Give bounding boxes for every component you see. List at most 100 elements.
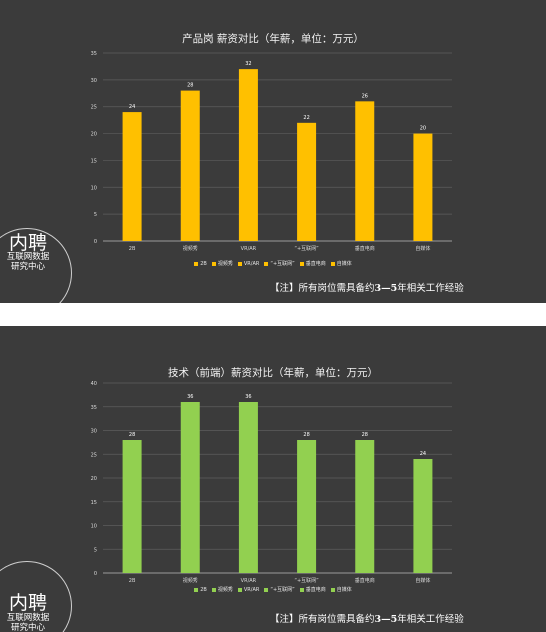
x-tick-label: 垂直电商 — [355, 577, 375, 584]
chart-panel-frontend: 技术（前端）薪资对比（年薪，单位：万元） 0 5 10 15 20 25 30 35 40 28 2… — [0, 326, 546, 632]
logo-subtitle: 互联网数据 — [6, 613, 50, 623]
x-tick-label: 视频秀 — [183, 245, 198, 252]
legend-item: VR/AR — [237, 260, 260, 267]
chart-title: 技术（前端）薪资对比（年薪，单位：万元） — [168, 367, 378, 379]
x-tick-label: “+互联网” — [294, 245, 319, 252]
x-tick-label: 2B — [129, 578, 136, 584]
y-tick-label: 35 — [91, 51, 97, 57]
bar — [413, 459, 433, 573]
x-tick-label: VR/AR — [241, 578, 257, 584]
data-label: 28 — [187, 83, 193, 89]
legend-label: 垂直电商 — [305, 587, 326, 593]
y-tick-label: 20 — [91, 476, 97, 482]
x-tick-label: “+互联网” — [294, 577, 319, 584]
logo-subtitle: 研究中心 — [10, 623, 45, 632]
footnote: 【注】所有岗位需具备约3—5年相关工作经验 — [270, 283, 464, 294]
bar — [297, 440, 317, 573]
bar — [238, 69, 258, 241]
x-tick-label: 垂直电商 — [355, 245, 375, 252]
legend-swatch — [194, 261, 199, 266]
y-tick-label: 5 — [94, 547, 97, 553]
bar — [297, 122, 317, 241]
legend-swatch — [211, 587, 216, 592]
legend-label: 自媒体 — [336, 587, 352, 593]
legend-label: 2B — [200, 586, 207, 593]
legend-label: “+互联网” — [270, 587, 295, 593]
legend-item: “+互联网” — [264, 586, 295, 593]
logo-subtitle: 互联网数据 — [6, 252, 50, 262]
legend-item: 视频秀 — [211, 586, 233, 593]
legend-label: 视频秀 — [217, 587, 233, 593]
data-label: 36 — [245, 394, 251, 400]
y-tick-label: 30 — [91, 429, 97, 435]
y-tick-label: 30 — [91, 78, 97, 84]
logo-subtitle: 研究中心 — [10, 262, 45, 272]
legend-swatch — [237, 587, 242, 592]
y-tick-label: 0 — [94, 239, 97, 245]
logo-circle — [0, 228, 72, 303]
y-tick-label: 40 — [91, 381, 97, 387]
legend-swatch — [330, 587, 335, 592]
legend-swatch — [237, 261, 242, 266]
y-tick-label: 25 — [91, 105, 97, 111]
legend-label: 视频秀 — [217, 261, 233, 267]
y-tick-label: 0 — [94, 571, 97, 577]
y-tick-label: 5 — [94, 212, 97, 218]
legend-item: 自媒体 — [330, 586, 352, 593]
legend-swatch — [299, 261, 304, 266]
legend-swatch — [211, 261, 216, 266]
legend-label: 2B — [200, 260, 207, 267]
legend-label: 垂直电商 — [305, 261, 326, 267]
legend-swatch — [264, 261, 269, 266]
x-tick-label: 视频秀 — [183, 577, 198, 584]
bar — [355, 440, 375, 573]
legend-label: VR/AR — [243, 260, 260, 267]
bar — [413, 133, 433, 241]
data-label: 32 — [245, 61, 251, 67]
bar-chart-product: 0 5 10 15 20 25 30 35 24 2B 28 视频秀 32 VR/AR 22 “+互联网” 26… — [91, 51, 452, 252]
data-label: 24 — [420, 451, 426, 457]
data-label: 28 — [129, 432, 135, 438]
data-label: 28 — [303, 432, 309, 438]
bar-chart-frontend: 0 5 10 15 20 25 30 35 40 28 2B 36 视频秀 36 VR/AR 28 “+互联网”… — [91, 381, 452, 584]
y-tick-label: 20 — [91, 132, 97, 138]
legend-item: 自媒体 — [330, 260, 352, 267]
y-tick-label: 35 — [91, 405, 97, 411]
chart-legend: 2B 视频秀 VR/AR “+互联网” 垂直电商 自媒体 — [0, 260, 546, 267]
y-tick-label: 15 — [91, 500, 97, 506]
data-label: 22 — [303, 115, 309, 121]
bar — [122, 112, 142, 241]
data-label: 20 — [420, 126, 426, 132]
legend-item: 垂直电商 — [299, 260, 326, 267]
x-tick-label: VR/AR — [241, 246, 257, 252]
legend-item: VR/AR — [237, 586, 260, 593]
bar — [180, 402, 200, 573]
footnote: 【注】所有岗位需具备约3—5年相关工作经验 — [270, 614, 464, 625]
legend-label: “+互联网” — [270, 261, 295, 267]
chart-title: 产品岗 薪资对比（年薪，单位：万元） — [182, 33, 364, 45]
legend-label: VR/AR — [243, 586, 260, 593]
legend-swatch — [264, 587, 269, 592]
logo-text: 内聘 — [8, 592, 47, 614]
x-tick-label: 2B — [129, 246, 136, 252]
logo-text: 内聘 — [8, 232, 47, 254]
legend-item: “+互联网” — [264, 260, 295, 267]
bar — [238, 402, 258, 573]
legend-item: 视频秀 — [211, 260, 233, 267]
y-tick-label: 10 — [91, 185, 97, 191]
y-tick-label: 15 — [91, 158, 97, 164]
y-tick-label: 25 — [91, 452, 97, 458]
legend-item: 垂直电商 — [299, 586, 326, 593]
data-label: 24 — [129, 104, 135, 110]
x-tick-label: 自媒体 — [415, 245, 430, 252]
bar — [122, 440, 142, 573]
legend-item: 2B — [194, 260, 207, 267]
data-label: 28 — [362, 432, 368, 438]
x-tick-label: 自媒体 — [415, 577, 430, 584]
chart-panel-product: 产品岗 薪资对比（年薪，单位：万元） 0 5 10 15 20 25 30 35 24 2B 28 视… — [0, 0, 546, 303]
chart-legend: 2B 视频秀 VR/AR “+互联网” 垂直电商 自媒体 — [0, 586, 546, 593]
bar — [180, 90, 200, 241]
legend-item: 2B — [194, 586, 207, 593]
data-label: 36 — [187, 394, 193, 400]
bar — [355, 101, 375, 241]
